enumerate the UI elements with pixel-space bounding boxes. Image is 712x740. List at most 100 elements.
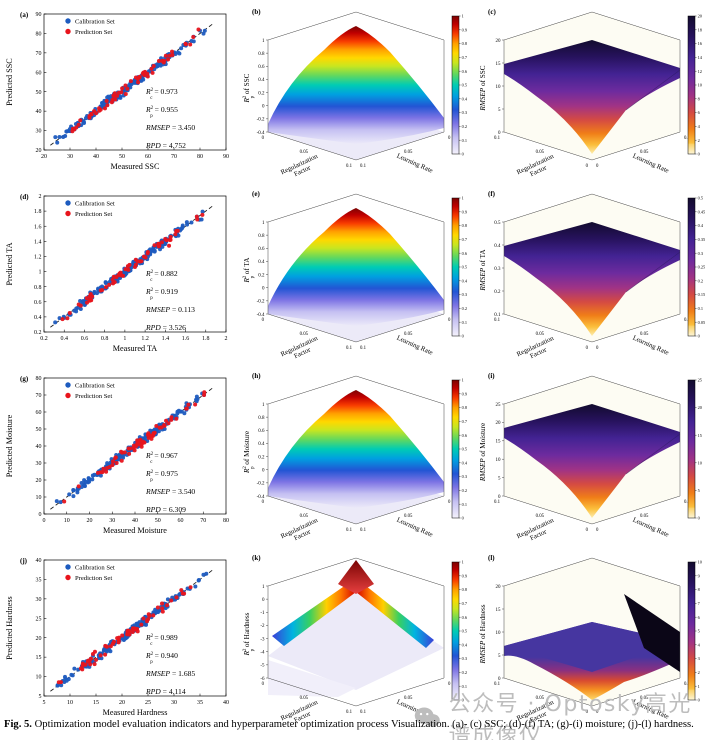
svg-text:1: 1 — [462, 560, 464, 565]
svg-text:0.6: 0.6 — [258, 429, 265, 434]
svg-text:0.5: 0.5 — [494, 221, 501, 226]
svg-text:0.05: 0.05 — [300, 332, 309, 337]
x-axis-title: RegularizationFactor — [280, 517, 323, 546]
svg-text:0.6: 0.6 — [81, 336, 89, 342]
svg-text:0.1: 0.1 — [346, 346, 353, 351]
svg-text:9: 9 — [698, 573, 700, 578]
svg-text:0.05: 0.05 — [404, 696, 413, 701]
stats-block: R2 c = 0.967 R2 p = 0.975 RMSEP = 3.540 RPD =… — [145, 451, 195, 514]
panel-letter: (f) — [488, 190, 496, 198]
svg-text:0: 0 — [39, 512, 42, 518]
svg-text:1.2: 1.2 — [141, 336, 149, 342]
svg-text:0: 0 — [586, 164, 589, 169]
svg-text:0.05: 0.05 — [300, 150, 309, 155]
svg-text:1.4: 1.4 — [34, 239, 42, 245]
svg-text:2: 2 — [698, 138, 700, 143]
svg-text:0.3: 0.3 — [462, 656, 467, 661]
svg-text:0.2: 0.2 — [258, 273, 265, 278]
svg-text:20: 20 — [119, 700, 125, 706]
panel-letter: (l) — [488, 554, 495, 562]
svg-text:1.4: 1.4 — [162, 336, 170, 342]
panel-g: (g) 0 10 20 30 40 50 60 70 80 0 10 20 30 40 50 60 70 80 Mea… — [0, 366, 237, 546]
surface — [268, 390, 444, 524]
svg-text:0.1: 0.1 — [360, 528, 367, 533]
svg-text:0.8: 0.8 — [462, 405, 467, 410]
panel-f: (f) 0.5 0.4 0.3 0.2 0.1 0.1 0.05 0 0 0.05 0.1 Regula… — [474, 184, 711, 364]
caption-text: Optimization model evaluation indicators… — [31, 719, 694, 730]
svg-text:1: 1 — [462, 378, 464, 383]
svg-text:0.8: 0.8 — [258, 234, 265, 239]
svg-text:0.05: 0.05 — [536, 696, 545, 701]
svg-text:0.4: 0.4 — [462, 96, 468, 101]
stat-r2c: R2 c = 0.989 — [145, 633, 178, 647]
legend: Calibration Set Prediction Set — [65, 382, 115, 400]
legend-calibration: Calibration Set — [75, 200, 115, 207]
stat-rpd: RPD = 6.309 — [145, 505, 186, 514]
stat-rmsep: RMSEP = 0.113 — [145, 305, 195, 314]
svg-text:5: 5 — [698, 629, 700, 634]
svg-text:-2: -2 — [260, 624, 265, 629]
svg-text:0.9: 0.9 — [462, 573, 467, 578]
z-axis-title: R2 p of Hardness — [243, 612, 256, 656]
svg-text:-0.4: -0.4 — [257, 131, 265, 136]
panel-letter: (e) — [252, 190, 260, 198]
stat-r2p: R2 p = 0.975 — [145, 469, 178, 483]
y-axis-label: Predicted Hardness — [5, 596, 14, 659]
svg-text:10: 10 — [67, 700, 73, 706]
svg-text:40: 40 — [36, 558, 42, 564]
axis-ticks: 0.50.40.30.20.10.10.050 00.050.1 — [494, 221, 691, 351]
svg-text:25: 25 — [496, 403, 502, 408]
svg-text:60: 60 — [178, 518, 184, 524]
svg-text:1: 1 — [262, 39, 265, 44]
svg-text:0: 0 — [498, 131, 501, 136]
z-axis-title: R2 p of SSC — [243, 73, 256, 103]
svg-text:5: 5 — [498, 108, 501, 113]
svg-text:15: 15 — [36, 655, 42, 661]
panel-l: (l) 20 15 10 5 0 0.1 0.05 0 0 0.05 0.1 Regularizatio… — [474, 548, 711, 728]
svg-text:0.3: 0.3 — [462, 110, 467, 115]
svg-text:-0.2: -0.2 — [257, 482, 265, 487]
x-axis-title: RegularizationFactor — [280, 153, 323, 182]
svg-text:0: 0 — [698, 698, 700, 703]
svg-text:40: 40 — [132, 518, 138, 524]
svg-text:0.25: 0.25 — [698, 265, 706, 270]
colorbar: 0.5 0.45 0.4 0.35 0.3 0.25 0.2 0.15 0.1 0.05 0 — [687, 196, 706, 339]
svg-text:6: 6 — [698, 110, 701, 115]
panel-h: (h) 1 0.8 0.6 0.4 0.2 0 -0.2 -0.4 0 0.05 0.1 0.1 0.05… — [238, 366, 475, 546]
svg-text:0.1: 0.1 — [360, 710, 367, 715]
svg-text:0.05: 0.05 — [640, 696, 649, 701]
svg-text:50: 50 — [36, 427, 42, 433]
stat-r2p: R2 p = 0.955 — [145, 105, 178, 119]
svg-text:90: 90 — [223, 154, 229, 160]
svg-text:50: 50 — [36, 90, 42, 96]
svg-text:0: 0 — [698, 334, 700, 339]
y-axis-title: Learning Rate — [396, 517, 434, 539]
svg-text:1.6: 1.6 — [182, 336, 190, 342]
x-axis-label: Measured Moisture — [103, 526, 167, 535]
svg-text:0: 0 — [498, 677, 501, 682]
svg-text:0.05: 0.05 — [404, 332, 413, 337]
svg-text:0: 0 — [43, 518, 46, 524]
svg-text:0.4: 0.4 — [258, 260, 265, 265]
svg-text:0.2: 0.2 — [698, 278, 703, 283]
svg-text:-3: -3 — [260, 637, 265, 642]
svg-text:0.9: 0.9 — [462, 209, 467, 214]
stat-r2p: R2 p = 0.940 — [145, 651, 178, 665]
plot-frame — [43, 13, 227, 151]
caption-figure-number: Fig. 5. — [4, 719, 32, 730]
colorbar: 1 0.9 0.8 0.7 0.6 0.5 0.4 0.3 0.2 0.1 0 — [451, 14, 468, 157]
scatter-points — [53, 27, 207, 145]
axes-box — [267, 193, 445, 343]
figure-caption: Fig. 5. Optimization model evaluation in… — [4, 719, 710, 730]
legend-prediction: Prediction Set — [75, 211, 112, 218]
svg-text:0.8: 0.8 — [34, 285, 42, 291]
svg-text:0.6: 0.6 — [258, 65, 265, 70]
svg-text:0.1: 0.1 — [494, 313, 501, 318]
x-axis-title: RegularizationFactor — [516, 335, 559, 364]
stat-rpd: RPD = 4.114 — [145, 687, 186, 696]
svg-text:4: 4 — [698, 642, 701, 647]
